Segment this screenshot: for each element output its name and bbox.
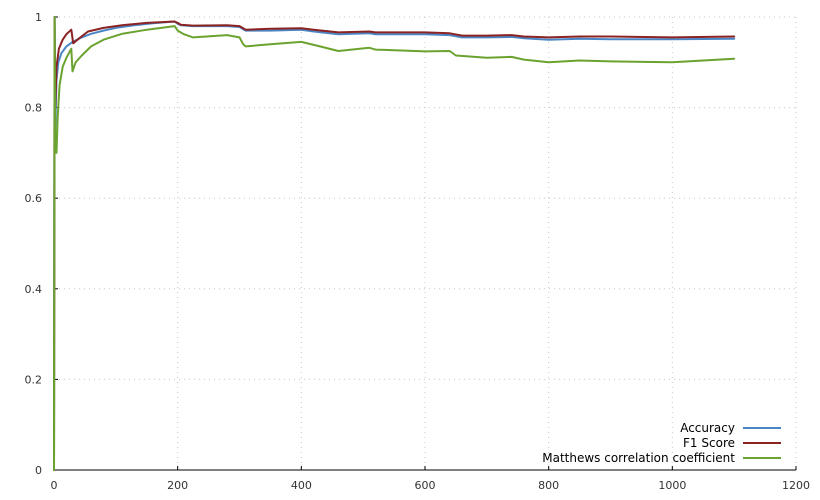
x-tick-label: 400 [291, 479, 312, 492]
y-tick-label: 0 [35, 464, 42, 477]
x-tick-label: 800 [538, 479, 559, 492]
y-tick-label: 0.4 [25, 283, 43, 296]
y-tick-label: 1 [35, 11, 42, 24]
series-line-matthews-correlation-coefficient [53, 16, 736, 471]
y-tick-label: 0.2 [25, 373, 43, 386]
y-tick-label: 0.6 [25, 192, 43, 205]
x-tick-label: 600 [415, 479, 436, 492]
series-lines [53, 16, 736, 471]
x-tick-label: 200 [167, 479, 188, 492]
tick-labels: 0 200 400 600 800 1000 1200 0 0.2 0.4 0.6 0.8 1 [25, 11, 811, 492]
legend-label: F1 Score [683, 436, 735, 450]
y-tick-label: 0.8 [25, 102, 43, 115]
x-tick-label: 0 [51, 479, 58, 492]
grid [54, 16, 797, 470]
x-tick-label: 1200 [782, 479, 810, 492]
series-line-accuracy [53, 16, 736, 471]
legend-label: Accuracy [680, 421, 735, 435]
x-tick-label: 1000 [658, 479, 686, 492]
legend-label: Matthews correlation coefficient [542, 451, 735, 465]
series-line-f1-score [53, 16, 736, 471]
